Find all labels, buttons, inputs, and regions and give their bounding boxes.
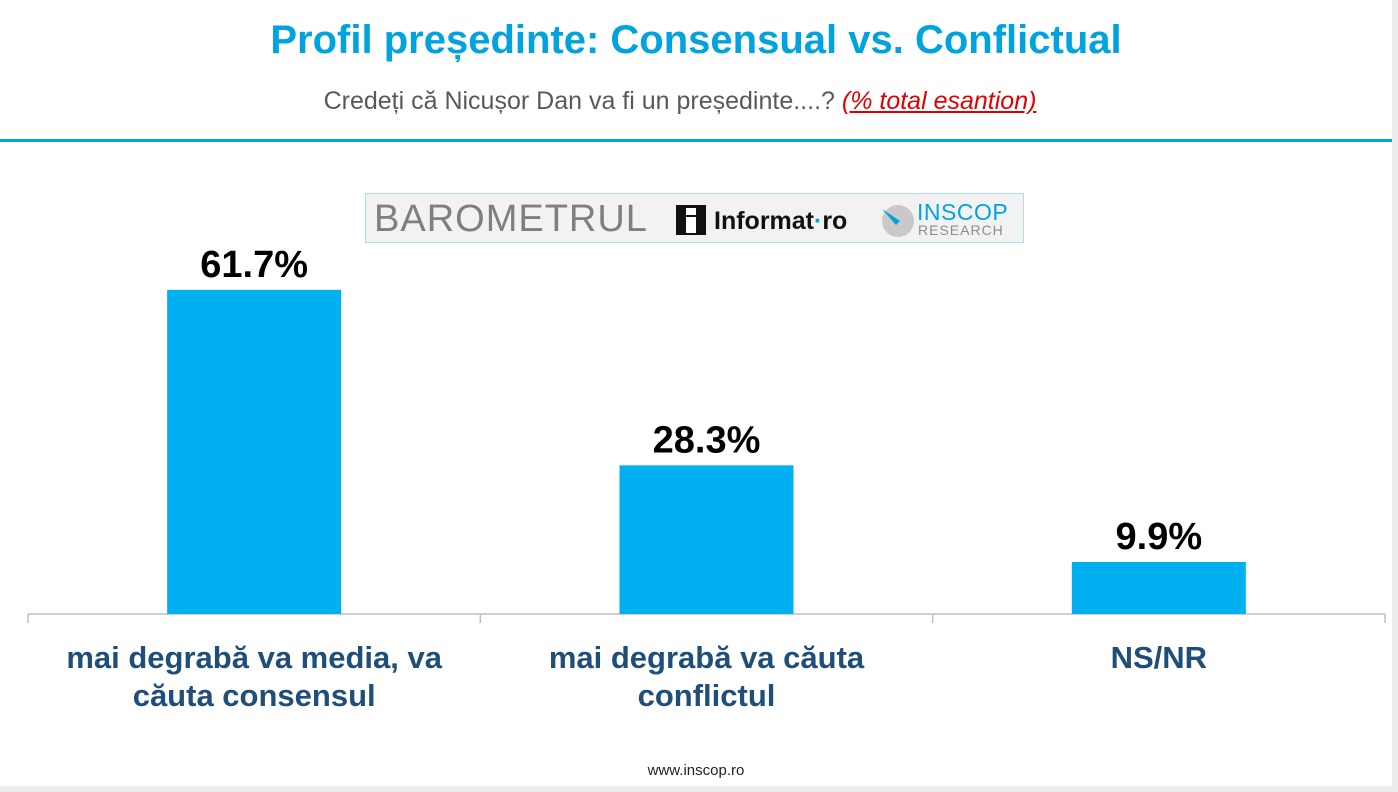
inscop-wordmark: INSCOP (917, 199, 1009, 225)
bar-chart: 61.7% mai degrabă va media, va căuta conse… (27, 244, 1386, 713)
bar-1 (167, 289, 342, 614)
category-label-1: mai degrabă va media, va căuta consensul (66, 640, 442, 713)
category-label-2: mai degrabă va căuta conflictul (549, 640, 865, 713)
footer-url: www.inscop.ro (647, 762, 745, 779)
informat-logo-icon (676, 205, 706, 235)
bar-2 (619, 465, 794, 614)
page-title: Profil președinte: Consensual vs. Confli… (270, 18, 1122, 62)
barometru-logo-banner: BAROMETRUL Informat·ro INSCOP RESEARCH (365, 193, 1024, 243)
barometrul-wordmark: BAROMETRUL (374, 198, 648, 240)
inscop-logo-icon (882, 205, 914, 237)
category-label-3: NS/NR (1111, 640, 1207, 675)
page-subtitle: Credeți că Nicușor Dan va fi un președin… (0, 84, 1360, 118)
subtitle-note: (% total esantion) (841, 87, 1037, 115)
research-wordmark: RESEARCH (918, 222, 1004, 238)
informat-wordmark: Informat·ro (714, 207, 848, 235)
data-label-1: 61.7% (200, 244, 308, 286)
header-divider (0, 139, 1392, 142)
data-label-2: 28.3% (653, 419, 761, 461)
data-label-3: 9.9% (1116, 516, 1203, 558)
bar-3 (1071, 561, 1246, 614)
subtitle-question: Credeți că Nicușor Dan va fi un președin… (323, 87, 835, 115)
